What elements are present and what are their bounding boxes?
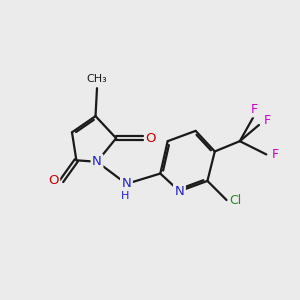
Text: F: F <box>272 148 279 161</box>
Text: O: O <box>146 132 156 145</box>
Text: O: O <box>48 174 59 188</box>
Text: H: H <box>121 191 129 201</box>
Text: N: N <box>92 155 102 168</box>
Text: CH₃: CH₃ <box>87 74 107 84</box>
Text: N: N <box>175 185 184 198</box>
Text: F: F <box>251 103 258 116</box>
Text: N: N <box>122 177 131 190</box>
Text: F: F <box>264 114 271 127</box>
Text: Cl: Cl <box>229 194 242 207</box>
